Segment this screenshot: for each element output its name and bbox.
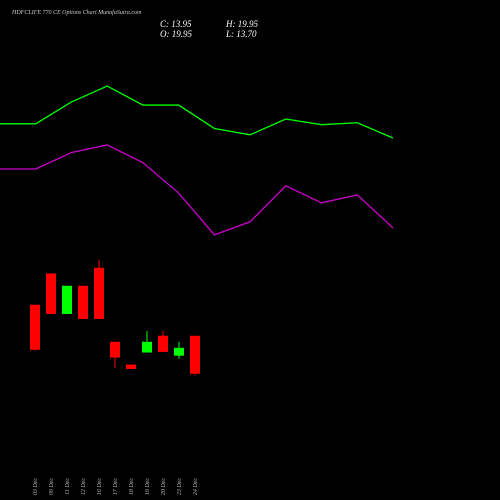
chart-title: HDFCLIFE 770 CE Options Chart MunafaSutr… [11,9,142,16]
candle-body [158,335,168,352]
candle-body [46,273,56,314]
candle-body [174,347,184,356]
candle-body [94,267,104,319]
x-tick-label: 24 Dec [192,478,199,495]
x-tick-label: 23 Dec [177,478,183,495]
x-tick-label: 09 Dec [49,478,55,495]
candle-body [142,341,152,353]
x-tick-label: 18 Dec [129,478,135,495]
x-tick-label: 19 Dec [145,478,151,495]
low-label: L: 13.70 [225,29,257,39]
x-tick-label: 20 Dec [161,478,167,495]
candle-body [30,304,40,350]
x-tick-label: 11 Dec [65,478,71,495]
open-label: O: 19.95 [160,29,192,39]
line-series [0,144,394,236]
candle-body [62,285,72,314]
candle-body [110,341,120,358]
x-tick-label: 03 Dec [33,478,39,495]
high-label: H: 19.95 [225,19,258,29]
candle-body [190,335,200,374]
candle-body [78,285,88,319]
x-tick-label: 17 Dec [113,478,119,495]
close-label: C: 13.95 [160,19,192,29]
x-tick-label: 16 Dec [97,478,103,495]
line-series [0,85,394,139]
candle-body [126,364,136,369]
x-tick-label: 12 Dec [81,478,87,495]
